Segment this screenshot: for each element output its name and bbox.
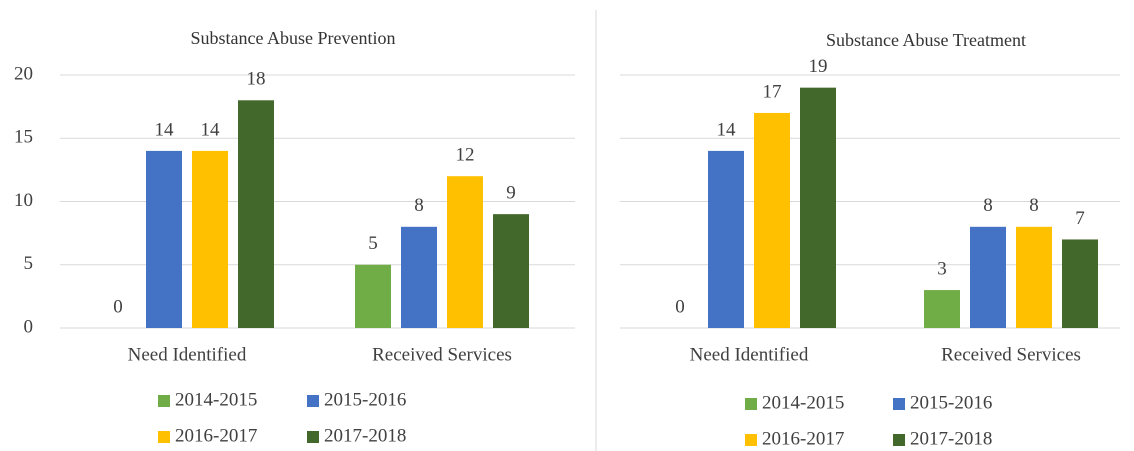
data-label: 3 [937, 258, 947, 279]
data-label: 17 [763, 81, 782, 102]
bar [800, 87, 836, 329]
data-label: 0 [675, 296, 685, 317]
legend-label: 2017-2018 [910, 428, 992, 449]
y-tick-label: 5 [24, 253, 34, 274]
legend-label: 2017-2018 [324, 425, 406, 446]
data-label: 8 [1029, 195, 1039, 216]
data-label: 0 [113, 296, 123, 317]
bar [924, 290, 960, 328]
legend-swatch [745, 434, 757, 446]
legend-label: 2015-2016 [910, 392, 992, 413]
bar [192, 150, 228, 328]
bar [1062, 239, 1098, 328]
legend-label: 2016-2017 [175, 425, 257, 446]
bar [238, 100, 274, 328]
bar [355, 264, 391, 328]
legend-swatch [893, 398, 905, 410]
bar [754, 112, 790, 328]
bar [493, 214, 529, 328]
data-label: 14 [155, 119, 175, 140]
data-label: 5 [368, 233, 378, 254]
bar [708, 150, 744, 328]
legend-swatch [307, 431, 319, 443]
bar [447, 176, 483, 328]
x-tick-label: Need Identified [690, 344, 809, 365]
x-tick-label: Need Identified [128, 344, 247, 365]
data-label: 12 [456, 145, 475, 166]
bar [970, 226, 1006, 328]
x-tick-label: Received Services [941, 344, 1081, 365]
data-label: 14 [717, 119, 737, 140]
legend-swatch [745, 398, 757, 410]
data-label: 8 [414, 195, 424, 216]
data-label: 8 [983, 195, 993, 216]
data-label: 14 [201, 119, 221, 140]
bar [401, 226, 437, 328]
legend-swatch [158, 431, 170, 443]
legend-swatch [893, 434, 905, 446]
y-tick-label: 15 [14, 127, 33, 148]
legend-label: 2014-2015 [175, 389, 257, 410]
legend-label: 2015-2016 [324, 389, 406, 410]
legend-swatch [158, 395, 170, 407]
y-tick-label: 10 [14, 190, 33, 211]
legend-label: 2014-2015 [762, 392, 844, 413]
data-label: 7 [1075, 208, 1085, 229]
legend-label: 2016-2017 [762, 428, 844, 449]
data-label: 9 [506, 183, 516, 204]
data-label: 18 [247, 69, 266, 90]
legend-swatch [307, 395, 319, 407]
bar [1016, 226, 1052, 328]
y-tick-label: 0 [24, 316, 34, 337]
chart-title: Substance Abuse Treatment [826, 30, 1026, 50]
bar [146, 150, 182, 328]
data-label: 19 [809, 56, 828, 77]
chart-title: Substance Abuse Prevention [191, 28, 396, 48]
x-tick-label: Received Services [372, 344, 512, 365]
y-tick-label: 20 [14, 63, 33, 84]
